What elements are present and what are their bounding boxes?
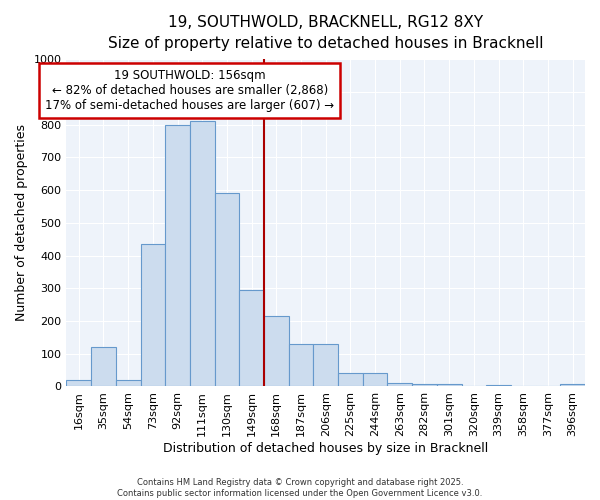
Text: Contains HM Land Registry data © Crown copyright and database right 2025.
Contai: Contains HM Land Registry data © Crown c… bbox=[118, 478, 482, 498]
X-axis label: Distribution of detached houses by size in Bracknell: Distribution of detached houses by size … bbox=[163, 442, 488, 455]
Bar bbox=[264, 316, 289, 386]
Bar bbox=[363, 372, 388, 386]
Bar bbox=[67, 380, 91, 386]
Title: 19, SOUTHWOLD, BRACKNELL, RG12 8XY
Size of property relative to detached houses : 19, SOUTHWOLD, BRACKNELL, RG12 8XY Size … bbox=[108, 15, 544, 51]
Bar bbox=[388, 382, 412, 386]
Text: 19 SOUTHWOLD: 156sqm
← 82% of detached houses are smaller (2,868)
17% of semi-de: 19 SOUTHWOLD: 156sqm ← 82% of detached h… bbox=[46, 69, 334, 112]
Y-axis label: Number of detached properties: Number of detached properties bbox=[15, 124, 28, 322]
Bar bbox=[91, 347, 116, 387]
Bar bbox=[338, 372, 363, 386]
Bar bbox=[190, 122, 215, 386]
Bar bbox=[437, 384, 461, 386]
Bar bbox=[116, 380, 140, 386]
Bar bbox=[560, 384, 585, 386]
Bar bbox=[486, 385, 511, 386]
Bar bbox=[165, 124, 190, 386]
Bar bbox=[140, 244, 165, 386]
Bar bbox=[215, 194, 239, 386]
Bar bbox=[313, 344, 338, 387]
Bar bbox=[412, 384, 437, 386]
Bar bbox=[239, 290, 264, 386]
Bar bbox=[289, 344, 313, 387]
